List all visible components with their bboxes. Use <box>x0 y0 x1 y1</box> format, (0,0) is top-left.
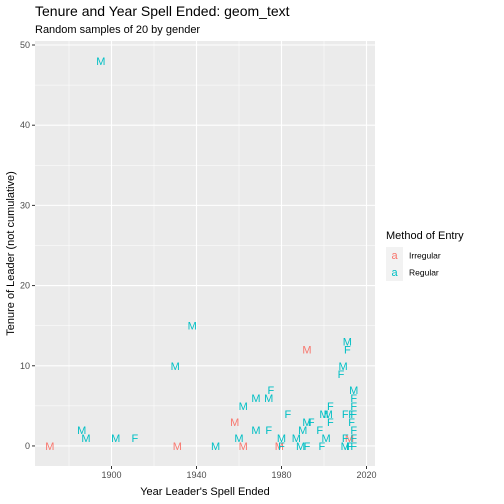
data-point-regular: M <box>322 433 331 445</box>
data-point-regular: F <box>350 393 357 405</box>
y-axis: 0 10 20 30 40 50 <box>20 40 35 451</box>
y-tick-label: 50 <box>20 40 30 50</box>
data-point-irregular: M <box>45 441 54 453</box>
data-point-regular: F <box>350 425 357 437</box>
legend-label: Regular <box>409 268 439 278</box>
legend-label: Irregular <box>409 251 441 261</box>
data-point-irregular: M <box>239 441 248 453</box>
data-point-regular: F <box>338 369 345 381</box>
data-point-regular: M <box>277 433 286 445</box>
data-point-regular: F <box>350 441 357 453</box>
data-point-regular: M <box>296 441 305 453</box>
data-point-regular: M <box>211 441 220 453</box>
data-point-irregular: M <box>173 441 182 453</box>
data-point-regular: M <box>111 433 120 445</box>
data-point-regular: M <box>96 56 105 68</box>
chart-title: Tenure and Year Spell Ended: geom_text <box>35 3 290 19</box>
y-tick-label: 30 <box>20 200 30 210</box>
data-point-regular: M <box>264 393 273 405</box>
data-point-regular: M <box>339 361 348 373</box>
data-point-regular: F <box>348 409 355 421</box>
data-point-regular: M <box>324 409 333 421</box>
legend-key-glyph: a <box>391 267 398 279</box>
data-point-regular: M <box>292 433 301 445</box>
data-point-regular: F <box>278 441 285 453</box>
data-point-regular: F <box>132 433 139 445</box>
x-tick-label: 1940 <box>186 470 206 480</box>
y-axis-title: Tenure of Leader (not cumulative) <box>5 171 17 335</box>
data-point-regular: F <box>268 385 275 397</box>
data-point-regular: M <box>77 425 86 437</box>
grid-major <box>35 41 375 466</box>
data-point-regular: M <box>319 409 328 421</box>
data-point-regular: F <box>342 433 349 445</box>
data-point-regular: M <box>239 401 248 413</box>
data-point-regular: F <box>304 441 311 453</box>
x-axis-title: Year Leader's Spell Ended <box>140 486 270 498</box>
data-point-regular: F <box>350 401 357 413</box>
x-axis: 1900 1940 1980 2020 <box>101 466 377 480</box>
legend-key-glyph: a <box>391 250 398 262</box>
chart-subtitle: Random samples of 20 by gender <box>35 24 200 36</box>
data-point-regular: F <box>316 425 323 437</box>
data-point-regular: F <box>285 409 292 421</box>
x-tick-label: 2020 <box>356 470 376 480</box>
data-point-regular: M <box>171 361 180 373</box>
y-tick-label: 10 <box>20 361 30 371</box>
data-point-regular: M <box>349 385 358 397</box>
data-point-regular: F <box>344 345 351 357</box>
grid-minor <box>35 41 375 466</box>
y-tick-label: 40 <box>20 120 30 130</box>
data-point-regular: M <box>343 337 352 349</box>
data-point-regular: F <box>342 409 349 421</box>
data-point-regular: M <box>341 441 350 453</box>
x-tick-label: 1900 <box>101 470 121 480</box>
data-point-regular: M <box>251 393 260 405</box>
x-tick-label: 1980 <box>271 470 291 480</box>
data-point-regular: F <box>346 441 353 453</box>
plot-panel <box>35 41 375 466</box>
data-point-regular: M <box>251 425 260 437</box>
data-point-regular: F <box>348 417 355 429</box>
data-point-regular: F <box>327 401 334 413</box>
data-point-irregular: M <box>345 433 354 445</box>
data-point-regular: F <box>265 425 272 437</box>
legend-key <box>386 247 403 264</box>
legend-title: Method of Entry <box>386 230 464 242</box>
data-point-regular: M <box>302 417 311 429</box>
data-point-regular: F <box>319 441 326 453</box>
data-point-irregular: M <box>275 441 284 453</box>
data-point-regular: F <box>350 409 357 421</box>
data-point-irregular: M <box>302 345 311 357</box>
legend-key <box>386 264 403 281</box>
legend: Method of Entry a Irregular a Regular <box>386 230 464 281</box>
data-point-regular: M <box>188 321 197 333</box>
y-tick-label: 0 <box>25 441 30 451</box>
data-point-irregular: M <box>230 417 239 429</box>
data-point-regular: M <box>234 433 243 445</box>
data-point-regular: M <box>298 425 307 437</box>
data-point-regular: F <box>350 433 357 445</box>
data-point-regular: M <box>81 433 90 445</box>
data-point-regular: F <box>327 417 334 429</box>
y-tick-label: 20 <box>20 281 30 291</box>
data-point-regular: F <box>308 417 315 429</box>
